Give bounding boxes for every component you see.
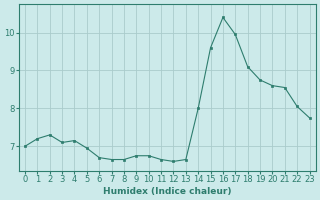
X-axis label: Humidex (Indice chaleur): Humidex (Indice chaleur) [103,187,231,196]
